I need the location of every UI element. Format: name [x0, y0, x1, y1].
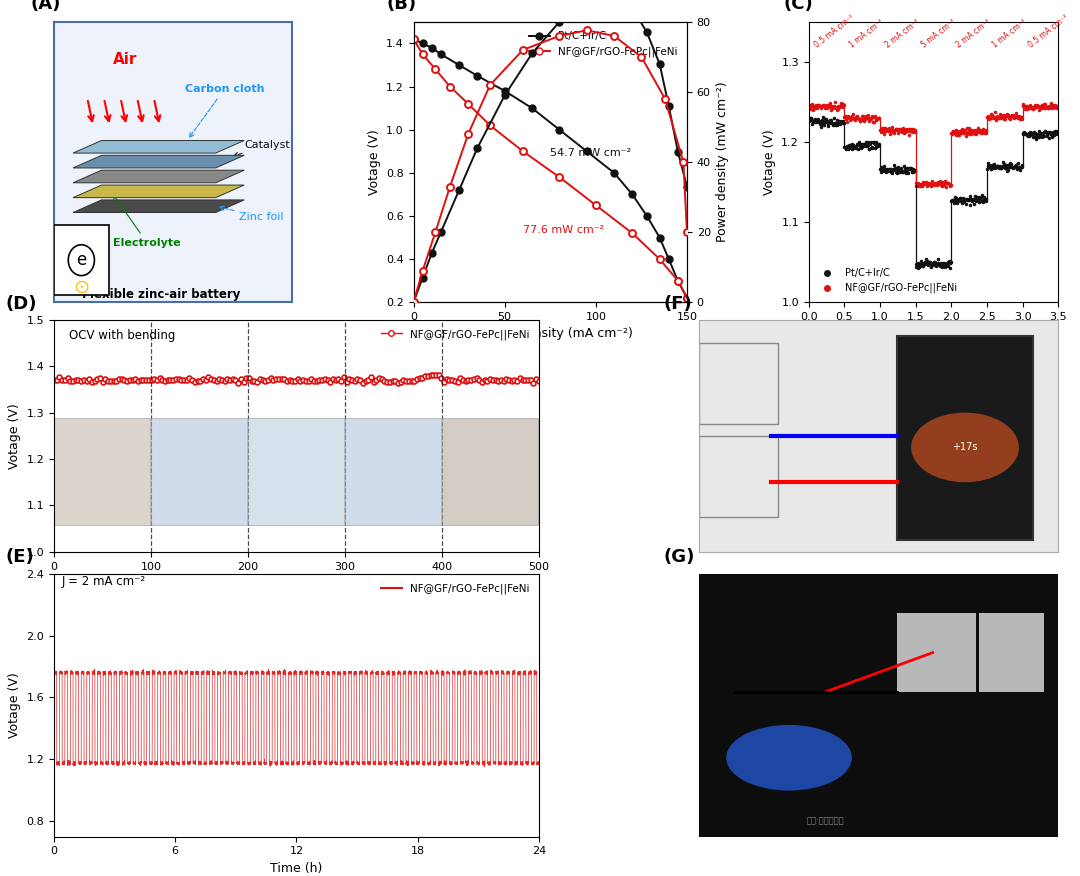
Y-axis label: Votage (V): Votage (V) — [8, 403, 21, 469]
Legend: Pt/C+Ir/C, NF@GF/rGO-FePc||FeNi: Pt/C+Ir/C, NF@GF/rGO-FePc||FeNi — [813, 265, 961, 297]
Bar — [980, 613, 1044, 692]
Text: J = 2 mA cm⁻²: J = 2 mA cm⁻² — [62, 575, 146, 588]
Text: Catalyst: Catalyst — [233, 139, 289, 157]
Polygon shape — [73, 170, 244, 183]
Text: (E): (E) — [5, 548, 35, 566]
Text: 0.5 mA cm⁻²: 0.5 mA cm⁻² — [1026, 13, 1070, 50]
Y-axis label: Votage (V): Votage (V) — [8, 672, 21, 738]
Text: Air: Air — [113, 52, 137, 67]
Bar — [345, 418, 441, 525]
Bar — [699, 435, 779, 517]
Text: 2 mA cm⁻²: 2 mA cm⁻² — [955, 18, 993, 50]
Text: +17s: +17s — [953, 442, 977, 452]
Text: 0.5 mA cm⁻²: 0.5 mA cm⁻² — [812, 13, 855, 50]
Text: (D): (D) — [5, 295, 37, 313]
Text: 众号·石墨烯研究: 众号·石墨烯研究 — [806, 816, 843, 825]
Text: (C): (C) — [784, 0, 813, 13]
Text: Flexible zinc-air battery: Flexible zinc-air battery — [82, 288, 240, 301]
Text: 1 mA cm⁻²: 1 mA cm⁻² — [848, 18, 886, 50]
Polygon shape — [73, 140, 244, 153]
Text: 2 mA cm⁻²: 2 mA cm⁻² — [883, 18, 921, 50]
Text: 1 mA cm⁻²: 1 mA cm⁻² — [990, 18, 1028, 50]
Text: OCV with bending: OCV with bending — [68, 329, 175, 342]
Y-axis label: Votage (V): Votage (V) — [762, 129, 775, 195]
Text: ⊙: ⊙ — [73, 278, 90, 296]
Text: 5 mA cm⁻²: 5 mA cm⁻² — [919, 18, 957, 50]
Bar — [896, 613, 976, 692]
Text: (G): (G) — [663, 548, 694, 566]
Ellipse shape — [726, 725, 852, 791]
X-axis label: Time (h): Time (h) — [270, 862, 323, 875]
Bar — [896, 336, 1034, 540]
Text: (F): (F) — [663, 295, 692, 313]
Text: 54.7 mW cm⁻²: 54.7 mW cm⁻² — [550, 147, 632, 158]
Bar — [248, 418, 343, 525]
X-axis label: Current density (mA cm⁻²): Current density (mA cm⁻²) — [468, 328, 633, 341]
Bar — [699, 343, 779, 424]
Text: (A): (A) — [30, 0, 60, 13]
X-axis label: Time (s): Time (s) — [271, 577, 322, 590]
FancyBboxPatch shape — [54, 225, 109, 295]
Text: Carbon cloth: Carbon cloth — [185, 84, 265, 138]
Text: e: e — [77, 251, 86, 269]
X-axis label: Time (h): Time (h) — [907, 328, 960, 341]
Text: Zinc foil: Zinc foil — [219, 206, 284, 223]
Bar — [54, 418, 150, 525]
Bar — [151, 418, 247, 525]
Legend: Pt/C+Ir/C, NF@GF/rGO-FePc||FeNi: Pt/C+Ir/C, NF@GF/rGO-FePc||FeNi — [525, 27, 681, 61]
Text: Electrolyte: Electrolyte — [113, 194, 181, 248]
Y-axis label: Votage (V): Votage (V) — [367, 129, 380, 195]
Polygon shape — [73, 155, 244, 168]
Bar — [442, 418, 538, 525]
Y-axis label: Power density (mW cm⁻²): Power density (mW cm⁻²) — [716, 81, 729, 243]
Circle shape — [912, 413, 1018, 483]
Legend: NF@GF/rGO-FePc||FeNi: NF@GF/rGO-FePc||FeNi — [377, 579, 534, 597]
Legend: NF@GF/rGO-FePc||FeNi: NF@GF/rGO-FePc||FeNi — [377, 325, 534, 343]
Polygon shape — [73, 200, 244, 213]
Polygon shape — [73, 185, 244, 198]
Text: 77.6 mW cm⁻²: 77.6 mW cm⁻² — [523, 225, 604, 236]
Text: (B): (B) — [387, 0, 416, 13]
